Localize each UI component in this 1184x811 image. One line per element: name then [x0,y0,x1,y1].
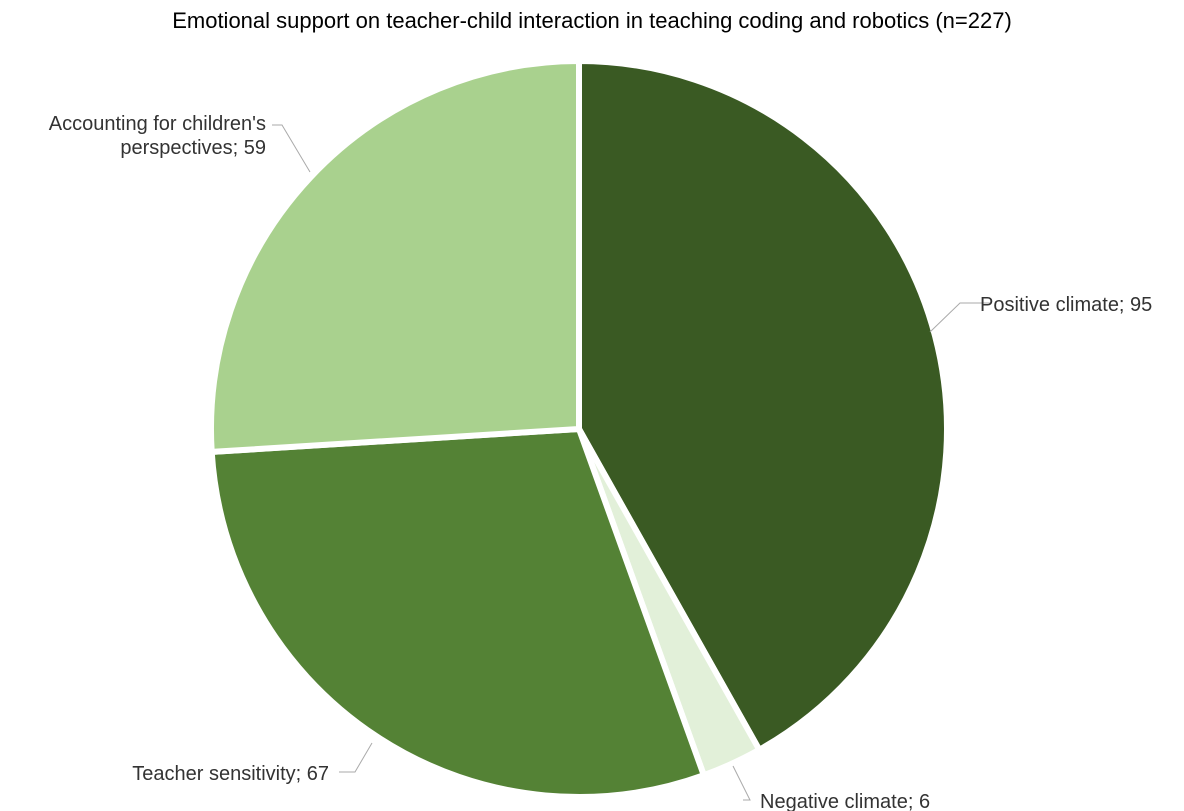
chart-title: Emotional support on teacher-child inter… [172,8,1012,33]
leader-line-negative-climate [732,765,751,801]
slice-label-positive-climate: Positive climate; 95 [980,294,1152,316]
leader-line-teacher-sensitivity [339,742,373,773]
slice-label-teacher-sensitivity: Teacher sensitivity; 67 [132,763,329,785]
pie-slice-positive-climate [576,57,950,754]
slices-layer [208,57,950,800]
pie-slice-accounting-for-children-s-perspectives [208,57,582,456]
slice-label-negative-climate: Negative climate; 6 [760,791,930,811]
leader-line-accounting-for-children-s-perspectives [272,124,311,173]
slice-label-accounting-for-children-s-perspectives: Accounting for children's perspectives; 5… [49,113,266,159]
leader-line-positive-climate [929,302,990,333]
labels-layer: Positive climate; 95 Negative climate; 6 T… [49,113,1153,811]
pie-slice-teacher-sensitivity [208,425,708,800]
